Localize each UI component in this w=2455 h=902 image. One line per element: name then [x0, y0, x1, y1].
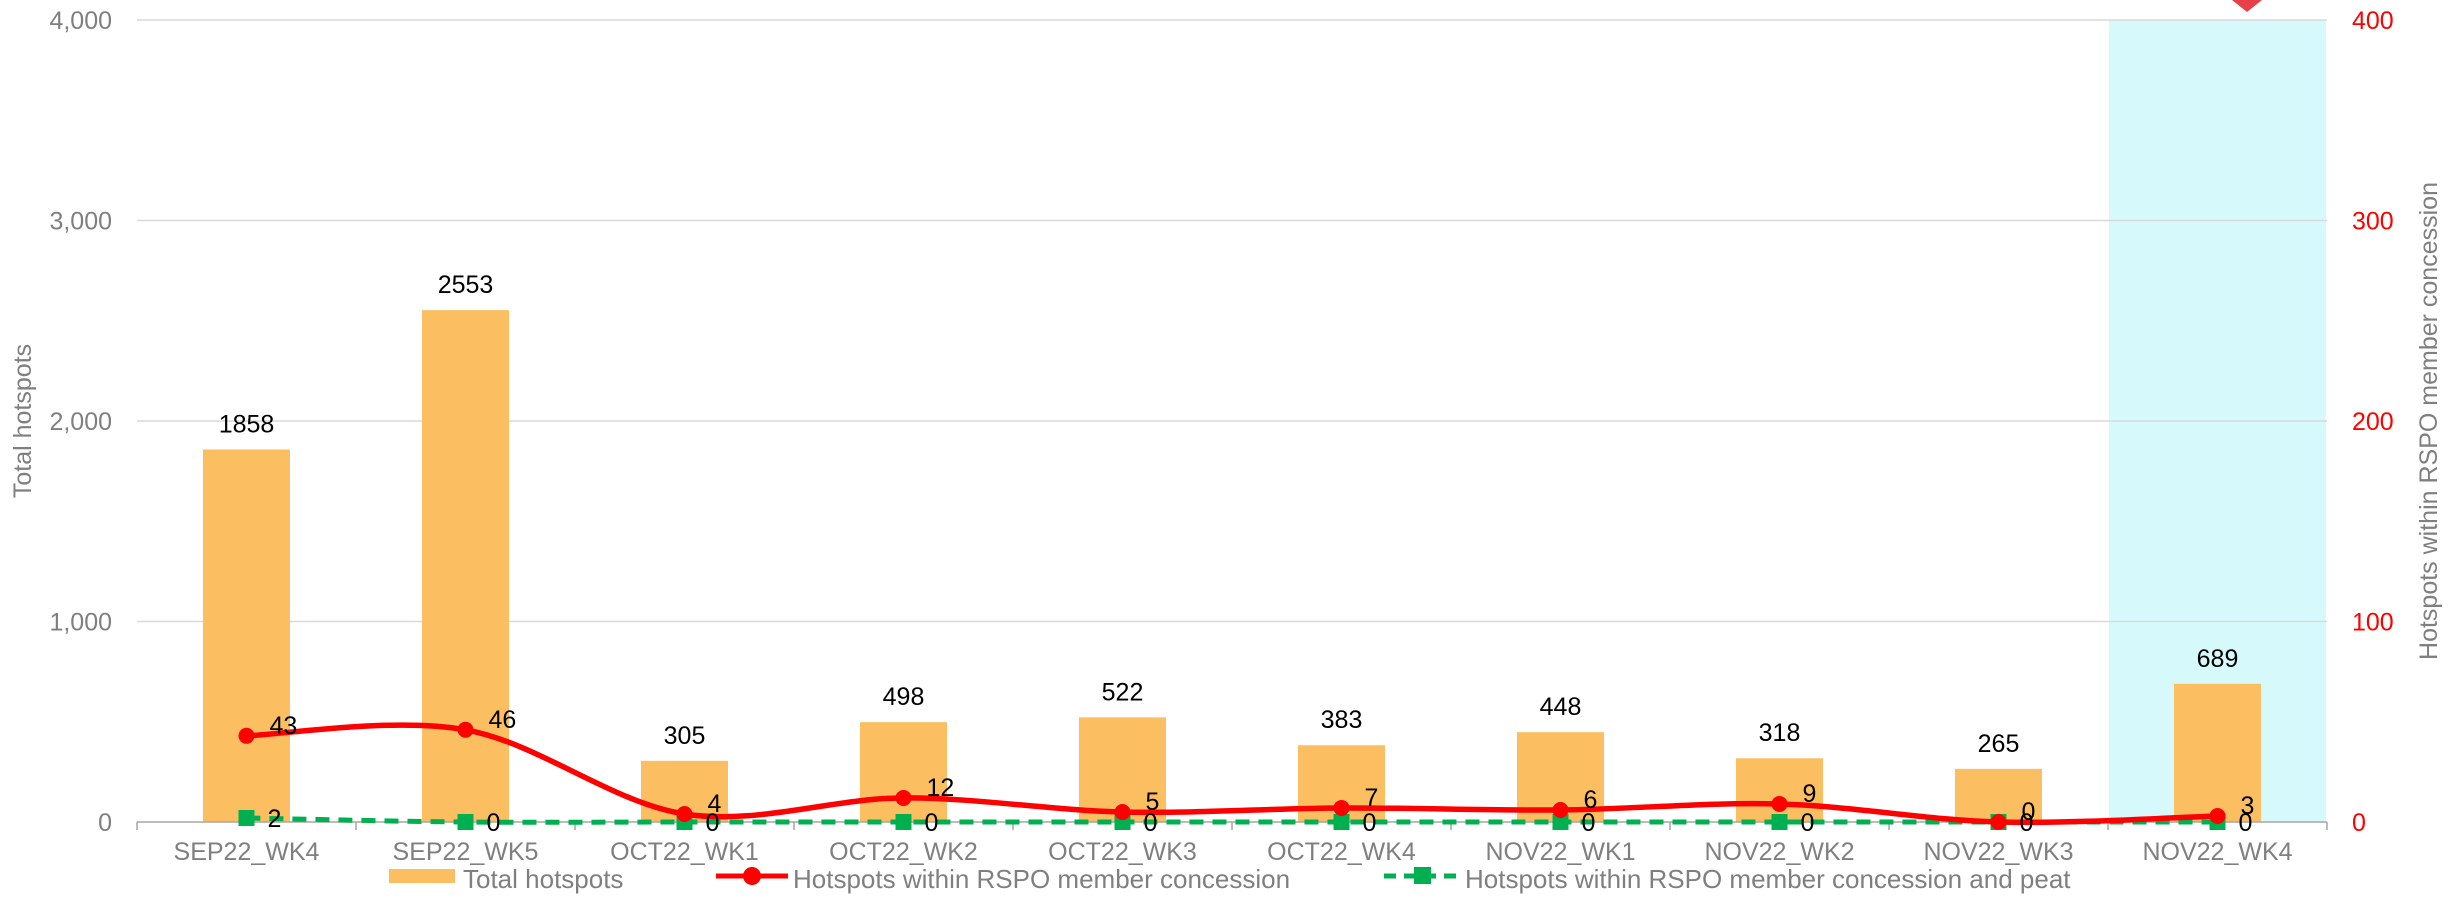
line-concession-series [246, 722, 2218, 826]
concession-marker [238, 727, 255, 744]
concession-marker [895, 789, 912, 806]
concession-value-label: 3 [2241, 792, 2255, 820]
peat-value-label: 0 [1801, 809, 1815, 837]
concession-marker [2209, 807, 2226, 824]
axis-titles: Total hotspots Hotspots within RSPO membe… [9, 182, 2443, 660]
x-tick-label: SEP22_WK5 [393, 838, 539, 866]
peat-marker [1771, 814, 1788, 830]
bar [1955, 768, 2042, 822]
bar-value-label: 448 [1540, 693, 1582, 721]
peat-value-label: 0 [2020, 809, 2034, 837]
concession-value-label: 0 [2022, 798, 2036, 826]
concession-value-label: 46 [489, 706, 517, 734]
bar-value-label: 1858 [219, 410, 275, 438]
x-tick-label: NOV22_WK1 [1485, 838, 1635, 866]
x-tick-label: NOV22_WK4 [2142, 838, 2292, 866]
x-tick-label: NOV22_WK3 [1923, 838, 2073, 866]
concession-marker [1552, 801, 1569, 818]
concession-value-label: 12 [927, 774, 955, 802]
y2-tick-label: 0 [2352, 809, 2366, 837]
tick-labels: 01,0002,0003,0004,0000100200300400SEP22_… [49, 7, 2393, 866]
line-series [238, 721, 2226, 830]
concession-value-label: 43 [270, 712, 298, 740]
bar-value-label: 318 [1759, 719, 1801, 747]
peat-value-label: 0 [925, 809, 939, 837]
peat-value-label: 0 [1582, 809, 1596, 837]
concession-value-label: 5 [1146, 788, 1160, 816]
concession-value-label: 9 [1803, 780, 1817, 808]
peat-value-label: 0 [1144, 809, 1158, 837]
concession-value-label: 4 [708, 790, 722, 818]
peat-marker [1333, 814, 1350, 830]
y2-tick-label: 100 [2352, 609, 2394, 637]
bar-value-label: 265 [1978, 730, 2020, 758]
concession-value-label: 7 [1365, 784, 1379, 812]
legend-marker-peat [1414, 867, 1431, 884]
bar-value-label: 2553 [438, 271, 494, 299]
x-tick-label: OCT22_WK4 [1267, 838, 1416, 866]
y-tick-label: 4,000 [49, 7, 112, 35]
concession-marker [1114, 803, 1131, 820]
concession-marker [1333, 799, 1350, 816]
y-tick-label: 1,000 [49, 609, 112, 637]
annotation-arrow-fragment [2232, 0, 2262, 12]
bar-value-label: 522 [1102, 678, 1144, 706]
y2-tick-label: 300 [2352, 208, 2394, 236]
peat-marker [457, 814, 474, 830]
peat-marker [1552, 814, 1569, 830]
bar [203, 449, 290, 822]
decoration [2232, 0, 2262, 12]
legend: Total hotspots Hotspots within RSPO membe… [389, 864, 2071, 894]
peat-value-label: 0 [1363, 809, 1377, 837]
legend-label-peat: Hotspots within RSPO member concession a… [1465, 864, 2071, 894]
x-tick-label: OCT22_WK1 [610, 838, 759, 866]
concession-marker [1771, 795, 1788, 812]
x-tick-label: OCT22_WK3 [1048, 838, 1197, 866]
peat-value-label: 2 [268, 805, 282, 833]
y-tick-label: 2,000 [49, 408, 112, 436]
concession-marker [1990, 814, 2007, 830]
y-tick-label: 0 [98, 809, 112, 837]
y-tick-label: 3,000 [49, 208, 112, 236]
line-peat-series [246, 815, 2218, 825]
peat-value-label: 0 [487, 809, 501, 837]
bar-value-label: 689 [2197, 645, 2239, 673]
peat-value-label: 0 [706, 809, 720, 837]
legend-marker-concession [743, 867, 761, 885]
bar-value-label: 498 [883, 683, 925, 711]
peat-marker [895, 814, 912, 830]
bar [422, 310, 509, 822]
concession-marker [676, 805, 693, 822]
x-tick-label: SEP22_WK4 [174, 838, 320, 866]
y2-tick-label: 200 [2352, 408, 2394, 436]
bar [860, 722, 947, 822]
peat-marker [238, 809, 255, 826]
legend-label-total: Total hotspots [463, 864, 623, 894]
y-axis-title: Total hotspots [9, 344, 37, 498]
bar [2174, 683, 2261, 822]
x-tick-label: NOV22_WK2 [1704, 838, 1854, 866]
legend-label-concession: Hotspots within RSPO member concession [793, 864, 1290, 894]
bar-value-label: 383 [1321, 706, 1363, 734]
y2-tick-label: 400 [2352, 7, 2394, 35]
concession-marker [457, 721, 474, 738]
x-tick-label: OCT22_WK2 [829, 838, 978, 866]
legend-swatch-bar [389, 869, 455, 883]
peat-value-label: 0 [2239, 809, 2253, 837]
bar-value-label: 305 [664, 722, 706, 750]
y2-axis-title: Hotspots within RSPO member concession [2415, 182, 2443, 660]
concession-value-label: 6 [1584, 786, 1598, 814]
